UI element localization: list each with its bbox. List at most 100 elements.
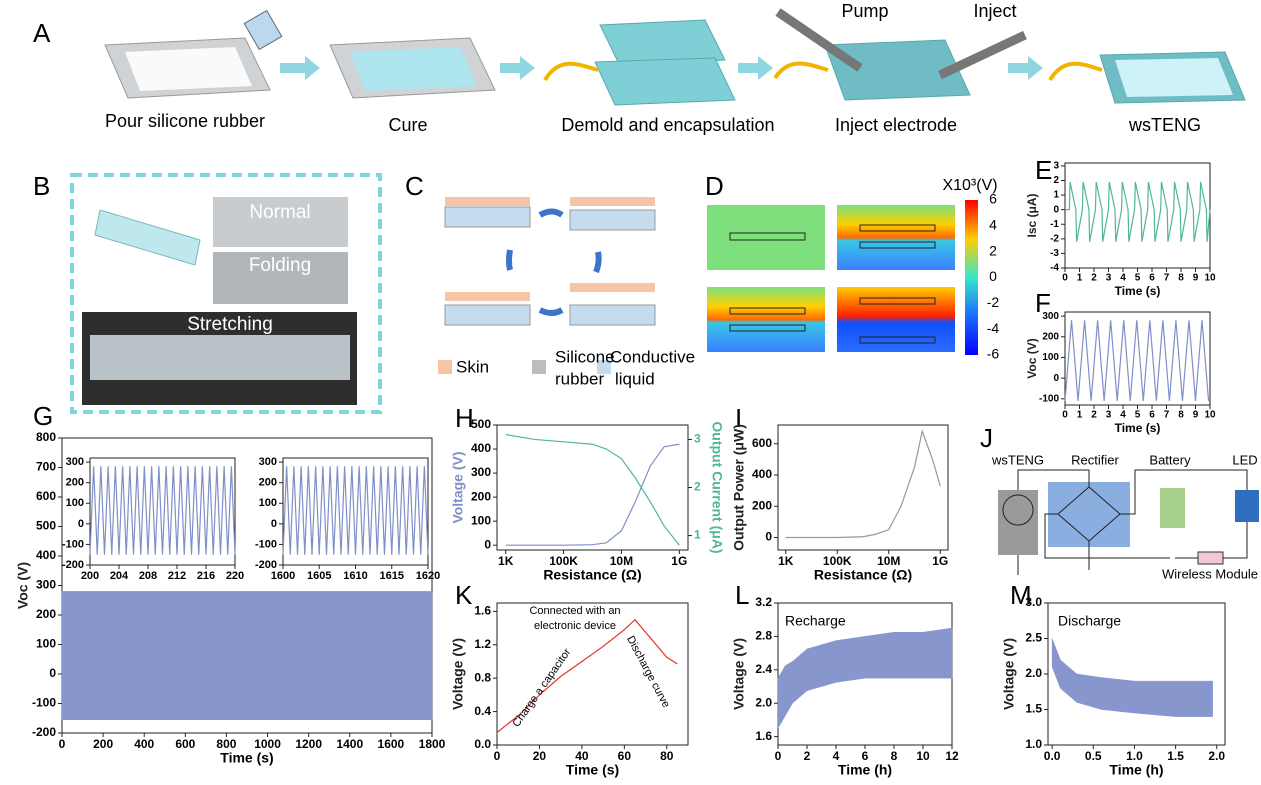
plot-frame xyxy=(496,602,689,746)
x-axis-title: Time (h) xyxy=(1109,762,1163,778)
y-tick-label: 0 xyxy=(765,530,772,544)
x-tick-label: 10 xyxy=(1204,410,1216,421)
field-map xyxy=(707,205,825,270)
panel-b: B Normal Folding Stretching xyxy=(33,171,382,414)
x-tick-label: 2 xyxy=(804,749,811,763)
legend-label: Conductive xyxy=(610,347,695,366)
colorbar xyxy=(965,200,978,355)
y-tick-label: 3.2 xyxy=(755,595,772,609)
y-tick-label: 2.8 xyxy=(755,629,772,643)
syringe xyxy=(938,30,1027,80)
panel-label: M xyxy=(1010,580,1032,610)
y-tick-label: 400 xyxy=(36,548,56,562)
y-tick-label: 100 xyxy=(1042,352,1059,363)
x-tick-label: 1.5 xyxy=(1167,749,1184,763)
y-tick-label: 300 xyxy=(36,578,56,592)
y-tick-label: 300 xyxy=(1042,311,1059,322)
y-tick-label: 0 xyxy=(78,518,84,530)
y-tick-label: -1 xyxy=(1050,219,1059,230)
photo xyxy=(90,335,350,380)
device xyxy=(824,39,971,101)
node-label: Wireless Module xyxy=(1162,566,1258,581)
y2-axis-title: Output Current (μA) xyxy=(709,421,725,553)
colorbar-tick-label: -2 xyxy=(987,294,1000,310)
x-tick-label: 208 xyxy=(139,570,157,582)
y-axis-title: Voltage (V) xyxy=(449,451,465,523)
x-tick-label: 216 xyxy=(197,570,215,582)
x-tick-label: 0 xyxy=(1062,410,1068,421)
inject-label: Inject xyxy=(973,1,1016,21)
x-tick-label: 1000 xyxy=(254,737,281,751)
x-tick-label: 5 xyxy=(1135,273,1141,284)
y-tick-label: 200 xyxy=(471,489,491,503)
x-tick-label: 1K xyxy=(498,554,514,568)
x-tick-label: 20 xyxy=(533,749,547,763)
tray xyxy=(125,47,252,91)
x-tick-label: 1600 xyxy=(271,570,295,582)
colorbar-title: X10³(V) xyxy=(942,177,997,194)
y2-tick-label: 2 xyxy=(694,480,701,494)
y-tick-label: 2.5 xyxy=(1025,631,1042,645)
y-tick-label: 500 xyxy=(471,417,491,431)
photo xyxy=(213,197,348,247)
x-tick-label: 1800 xyxy=(419,737,446,751)
panel-label: K xyxy=(455,580,473,610)
y-tick-label: -100 xyxy=(255,538,277,550)
x-tick-label: 8 xyxy=(1178,273,1184,284)
photo-label: Stretching xyxy=(187,314,273,335)
x-tick-label: 9 xyxy=(1193,410,1199,421)
x-tick-label: 7 xyxy=(1164,273,1170,284)
y-tick-label: 200 xyxy=(66,477,84,489)
step-label: Cure xyxy=(388,115,427,135)
panel-label: D xyxy=(705,171,724,201)
y-tick-label: -100 xyxy=(1039,393,1059,404)
x-tick-label: 1.0 xyxy=(1126,749,1143,763)
x-axis-title: Time (h) xyxy=(838,762,892,778)
field-map xyxy=(707,287,825,352)
wireless-module xyxy=(1197,551,1224,565)
x-tick-label: 3 xyxy=(1106,410,1112,421)
x-tick-label: 10 xyxy=(1204,273,1216,284)
panel-label: G xyxy=(33,401,53,431)
node-label: Battery xyxy=(1149,452,1191,467)
x-tick-label: 212 xyxy=(168,570,186,582)
panel-label: A xyxy=(33,18,51,48)
legend-label: Skin xyxy=(456,357,489,376)
x-tick-label: 204 xyxy=(110,570,129,582)
y-tick-label: 200 xyxy=(752,498,772,512)
series-line xyxy=(505,443,680,546)
device xyxy=(1115,58,1233,97)
x-tick-label: 220 xyxy=(226,570,244,582)
x-tick-label: 1620 xyxy=(416,570,440,582)
panel-label: H xyxy=(455,403,474,433)
y-tick-label: 0.4 xyxy=(474,704,491,718)
photo xyxy=(213,252,348,304)
node-label: wsTENG xyxy=(991,452,1044,467)
y-tick-label: 0 xyxy=(484,537,491,551)
annotation: electronic device xyxy=(534,620,616,632)
y-tick-label: 100 xyxy=(36,637,56,651)
y-tick-label: 2.0 xyxy=(755,695,772,709)
annotation: Discharge xyxy=(1058,613,1121,629)
y-tick-label: 1.2 xyxy=(474,637,491,651)
y-axis-title: Voc (V) xyxy=(1025,338,1039,378)
colorbar-tick-label: 2 xyxy=(989,242,997,258)
x-tick-label: 10 xyxy=(916,749,930,763)
series-line xyxy=(89,466,236,555)
x-tick-label: 60 xyxy=(618,749,632,763)
y-tick-label: 300 xyxy=(66,456,84,468)
colorbar-tick-label: 4 xyxy=(989,217,997,233)
x-tick-label: 12 xyxy=(945,749,959,763)
x-tick-label: 4 xyxy=(1120,410,1126,421)
signal-band xyxy=(777,627,953,730)
y-tick-label: -2 xyxy=(1050,233,1059,244)
x-tick-label: 7 xyxy=(1164,410,1170,421)
colorbar-tick-label: 6 xyxy=(989,191,997,207)
source xyxy=(998,490,1038,555)
signal-band xyxy=(61,591,433,720)
x-tick-label: 1605 xyxy=(307,570,331,582)
x-tick-label: 6 xyxy=(1149,273,1155,284)
pump-label: Pump xyxy=(841,1,888,21)
x-tick-label: 1G xyxy=(671,554,687,568)
device xyxy=(94,209,201,266)
